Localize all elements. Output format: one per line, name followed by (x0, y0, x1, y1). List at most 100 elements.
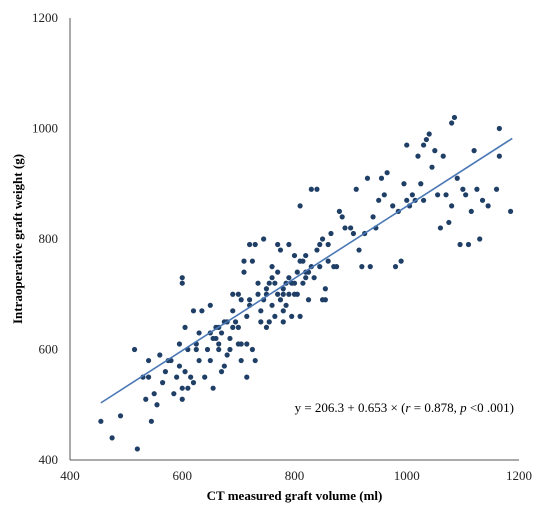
data-point (384, 170, 390, 176)
data-point (98, 418, 104, 424)
data-point (328, 230, 334, 237)
data-point (131, 346, 138, 353)
data-point (244, 313, 250, 319)
data-point (249, 258, 256, 264)
y-axis-title: Intraoperative graft weight (g) (10, 154, 25, 324)
data-point (252, 357, 258, 364)
data-point (176, 341, 183, 347)
data-point (333, 264, 340, 270)
data-point (286, 241, 292, 248)
data-point (277, 297, 284, 303)
data-point (311, 275, 317, 281)
data-point (342, 225, 348, 231)
data-point (269, 275, 275, 281)
y-tick-labels: 400 600 800 1000 1200 (32, 10, 58, 467)
data-point (415, 153, 421, 159)
data-point (381, 192, 387, 198)
data-point (261, 236, 267, 242)
data-point (435, 192, 441, 198)
data-point (196, 357, 202, 364)
data-point (143, 396, 149, 402)
x-tick-label: 600 (173, 468, 193, 483)
data-point (325, 258, 331, 264)
data-point (294, 269, 300, 275)
annotation-p-symbol: p (459, 400, 467, 415)
data-point (496, 153, 502, 159)
data-point (182, 324, 188, 330)
data-point (272, 313, 278, 319)
data-point (404, 142, 410, 148)
data-point (460, 186, 466, 192)
data-point (336, 208, 342, 214)
data-point (507, 208, 514, 214)
data-point (160, 380, 166, 386)
x-tick-label: 1200 (506, 468, 532, 483)
data-point (199, 308, 205, 314)
data-point (496, 125, 502, 132)
data-point (291, 252, 298, 259)
data-point (202, 374, 208, 380)
data-point (213, 335, 219, 342)
data-point (269, 264, 275, 270)
data-point (244, 341, 250, 347)
data-point (207, 357, 213, 364)
data-point (420, 142, 427, 148)
data-point (404, 197, 410, 203)
data-point (109, 435, 115, 441)
data-point (317, 264, 323, 270)
data-point (378, 175, 385, 181)
data-point (350, 230, 357, 237)
axes (69, 18, 519, 461)
data-point (440, 153, 446, 159)
data-point (286, 275, 292, 281)
data-point (269, 302, 275, 308)
data-point (401, 181, 407, 187)
data-point (300, 280, 306, 286)
data-point (238, 357, 244, 364)
data-point (485, 203, 491, 209)
data-point (241, 269, 247, 275)
data-point (314, 247, 320, 253)
data-point (179, 280, 185, 286)
data-point (280, 308, 286, 314)
y-tick-label: 1200 (32, 10, 58, 25)
data-point (289, 313, 295, 319)
data-point (463, 192, 469, 198)
data-point (117, 413, 124, 419)
data-point (392, 264, 399, 270)
data-point (457, 241, 463, 248)
data-point (468, 208, 474, 214)
data-point (179, 275, 185, 281)
data-point (317, 241, 323, 248)
data-point (297, 203, 303, 209)
data-point (227, 335, 233, 342)
data-point (446, 219, 452, 226)
data-point (188, 374, 194, 380)
data-point (325, 241, 331, 248)
data-point (179, 396, 185, 402)
data-point (258, 308, 264, 314)
data-point (277, 247, 284, 253)
data-point (230, 324, 236, 330)
data-point (493, 186, 500, 192)
data-point (364, 175, 371, 181)
data-point (207, 302, 213, 308)
data-point (443, 192, 449, 198)
data-point (227, 346, 233, 353)
data-point (275, 291, 281, 297)
data-point (258, 319, 264, 325)
data-point (249, 346, 256, 353)
data-point (303, 252, 309, 259)
data-point (479, 197, 486, 203)
data-point (255, 291, 261, 297)
data-point (348, 225, 354, 231)
data-point (224, 352, 230, 358)
data-point (409, 192, 415, 198)
data-point (283, 302, 289, 308)
data-point (255, 280, 261, 286)
data-point (432, 148, 438, 154)
data-point (303, 275, 309, 281)
data-point (221, 363, 227, 369)
annotation-prefix: y = 206.3 + 0.653 × ( (295, 400, 406, 415)
